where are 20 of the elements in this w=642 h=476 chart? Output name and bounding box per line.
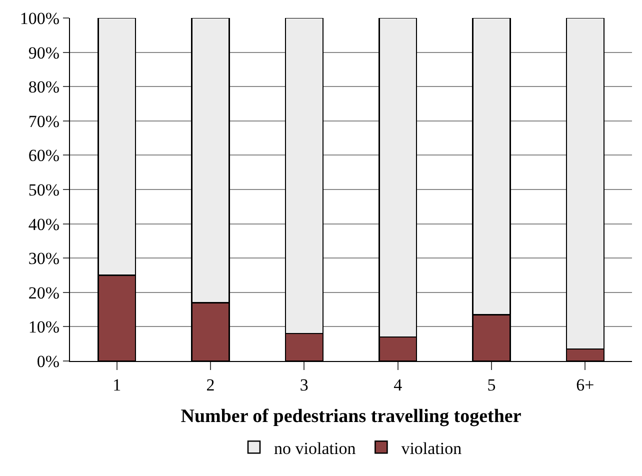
x-tick-label: 4 — [394, 375, 403, 394]
x-tick-label: 2 — [206, 375, 215, 394]
y-tick-label: 50% — [28, 180, 60, 200]
y-tick-label: 10% — [28, 318, 60, 337]
x-tick-label: 1 — [112, 375, 122, 394]
y-tick-label: 80% — [28, 78, 60, 97]
y-tick-label: 30% — [28, 249, 60, 268]
y-tick-label: 70% — [28, 112, 60, 131]
legend-label: violation — [401, 438, 462, 458]
y-tick-label: 60% — [28, 146, 60, 166]
x-tick-label: 6+ — [576, 375, 594, 394]
legend-label: no violation — [274, 438, 356, 458]
y-tick-label: 40% — [28, 214, 60, 234]
y-tick-label: 90% — [28, 43, 60, 62]
y-tick-label: 100% — [20, 8, 60, 28]
y-tick-label: 20% — [28, 283, 60, 302]
x-axis-title: Number of pedestrians travelling together — [180, 406, 522, 428]
x-tick-label: 5 — [487, 375, 496, 394]
x-tick-label: 3 — [300, 375, 308, 394]
y-tick-label: 0% — [36, 352, 60, 371]
